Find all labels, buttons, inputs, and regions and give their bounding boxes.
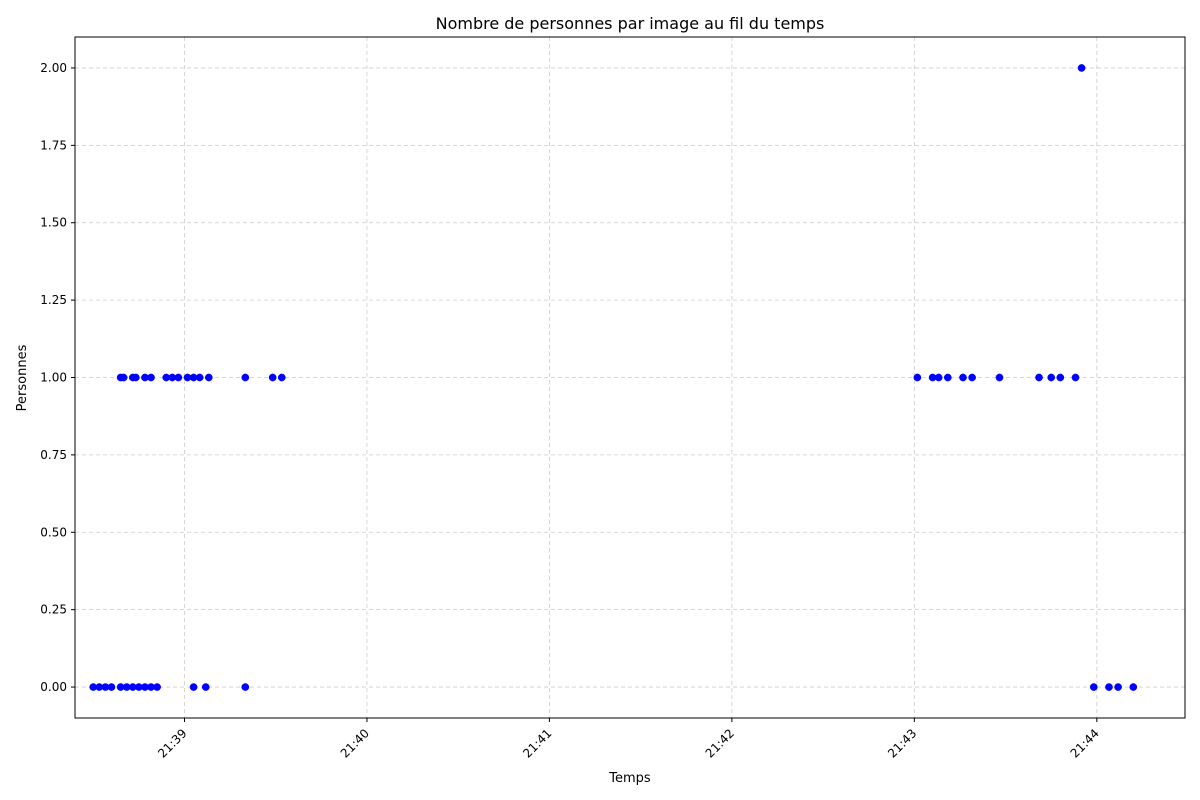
data-point — [1071, 373, 1080, 382]
data-point — [1105, 683, 1113, 691]
chart-title: Nombre de personnes par image au fil du … — [436, 14, 825, 33]
y-axis-ticks: 0.00 0.25 0.50 0.75 1.00 1.25 1.50 1.75 2.00 — [40, 61, 75, 694]
data-point — [201, 683, 210, 691]
data-point — [204, 373, 213, 382]
data-point — [277, 373, 286, 382]
data-point — [131, 373, 140, 382]
data-point — [153, 683, 161, 691]
x-axis-label: Temps — [608, 771, 651, 786]
data-point — [107, 683, 116, 691]
data-point — [147, 373, 155, 382]
data-point — [1077, 64, 1086, 72]
grid — [75, 37, 1185, 718]
y-tick-label: 1.25 — [40, 293, 67, 307]
y-tick-label: 1.50 — [40, 216, 67, 230]
x-tick-label: 21:42 — [703, 726, 737, 760]
x-tick-label: 21:39 — [155, 726, 189, 760]
data-point — [959, 373, 967, 382]
data-points — [89, 64, 1138, 691]
data-point — [189, 683, 198, 691]
data-point — [995, 373, 1004, 382]
y-tick-label: 1.75 — [40, 138, 67, 152]
data-point — [1114, 683, 1122, 691]
x-tick-label: 21:41 — [520, 726, 554, 760]
data-point — [1035, 373, 1043, 382]
data-point — [241, 373, 250, 382]
x-tick-label: 21:43 — [885, 726, 919, 760]
data-point — [174, 373, 183, 382]
data-point — [934, 373, 943, 382]
data-point — [195, 373, 204, 382]
y-tick-label: 0.50 — [40, 525, 67, 539]
data-point — [1089, 683, 1098, 691]
y-tick-label: 2.00 — [40, 61, 67, 75]
y-tick-label: 1.00 — [40, 371, 67, 385]
y-tick-label: 0.75 — [40, 448, 67, 462]
data-point — [1056, 373, 1065, 382]
data-point — [268, 373, 277, 382]
data-point — [119, 373, 128, 382]
data-point — [968, 373, 976, 382]
x-axis-ticks: 21:39 21:40 21:41 21:42 21:43 21:44 — [155, 718, 1102, 761]
y-tick-label: 0.25 — [40, 603, 67, 617]
data-point — [241, 683, 250, 691]
data-point — [1047, 373, 1056, 382]
x-tick-label: 21:44 — [1068, 726, 1102, 760]
y-tick-label: 0.00 — [40, 680, 67, 694]
data-point — [1129, 683, 1138, 691]
y-axis-label: Personnes — [15, 344, 30, 411]
data-point — [913, 373, 922, 382]
x-tick-label: 21:40 — [338, 726, 372, 760]
data-point — [943, 373, 952, 382]
